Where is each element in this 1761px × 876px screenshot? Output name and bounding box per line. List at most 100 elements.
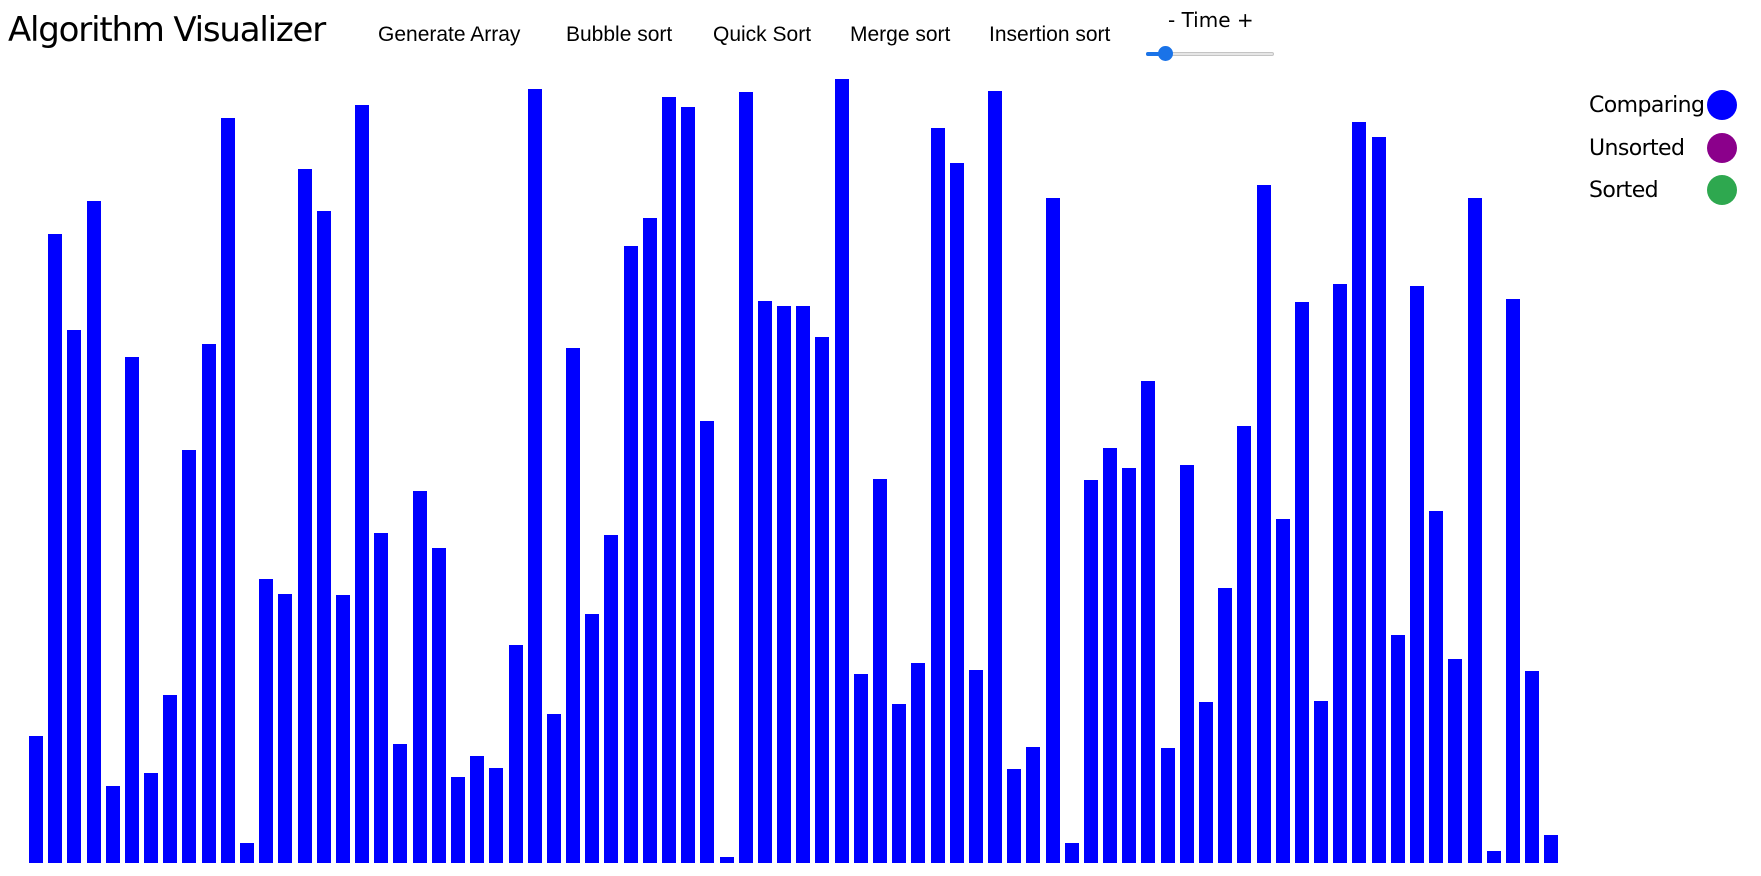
array-bar [470,756,485,863]
legend-comparing: Comparing [1589,90,1749,122]
quick-sort-button[interactable]: Quick Sort [713,20,811,50]
array-bar [930,128,945,863]
array-bar [1007,769,1022,863]
array-bar [1544,835,1559,863]
sorted-color-dot [1707,175,1737,205]
slider-thumb[interactable] [1158,46,1173,61]
array-bar [29,736,43,863]
array-bar [355,105,370,863]
array-bar [1045,198,1060,863]
array-bar [1352,122,1367,863]
array-bar [124,357,139,863]
array-bar [278,594,293,863]
array-bar [1218,588,1233,863]
array-bar [316,211,331,863]
array-bar [1294,302,1309,863]
array-bar [508,645,523,863]
unsorted-color-dot [1707,133,1737,163]
time-label: - Time + [1168,8,1254,32]
legend-sorted: Sorted [1589,175,1749,207]
array-bar [1390,635,1405,863]
array-bar [1448,659,1463,863]
array-bar [566,348,580,863]
array-bar [1141,381,1156,863]
array-bar [527,89,542,863]
array-bar [220,118,235,863]
array-bar [834,79,849,863]
array-bar [1505,299,1520,863]
bubble-sort-button[interactable]: Bubble sort [566,20,672,50]
comparing-color-dot [1707,90,1737,120]
array-bar [719,857,734,863]
array-bar [48,234,63,863]
array-bar [144,773,159,863]
array-bar [431,548,446,863]
array-bar [1122,468,1137,863]
slider-fill [1146,52,1165,56]
generate-array-button[interactable]: Generate Array [378,20,520,50]
array-bar [796,306,811,863]
array-bar [853,674,868,863]
array-bar [182,450,197,863]
array-bar [1160,748,1175,863]
array-bar [1333,284,1348,863]
array-bar [988,91,1002,863]
array-bar [1525,671,1539,863]
array-bar [738,92,753,863]
array-bar [757,301,772,863]
array-bar [1103,448,1118,863]
array-bar [1179,465,1194,863]
array-bar [1429,511,1444,863]
array-bar [201,344,216,863]
time-slider[interactable] [1146,46,1274,61]
legend-label-unsorted: Unsorted [1589,136,1685,161]
legend-unsorted: Unsorted [1589,133,1749,165]
array-bar [642,218,657,863]
legend-label-comparing: Comparing [1589,93,1705,118]
array-bar [546,714,561,863]
array-bar [297,169,312,863]
array-bar [1237,426,1252,863]
array-bar [451,777,465,863]
array-bar [163,695,178,863]
legend-label-sorted: Sorted [1589,178,1659,203]
array-bar [86,201,101,863]
array-bar [968,670,983,863]
array-bar [585,614,600,863]
array-bar [1371,137,1386,863]
array-bar [777,306,791,863]
array-bar [681,107,696,863]
array-bar [892,704,907,863]
array-bar [335,595,350,863]
array-bar [393,744,408,863]
array-bar [1083,480,1098,863]
array-bar [623,246,638,863]
array-bar [1026,747,1041,863]
array-bar [1314,701,1329,863]
array-bar [1486,851,1501,863]
array-bar [1256,185,1271,863]
array-bar [815,337,830,863]
array-bar [374,533,389,863]
array-bar [1199,702,1213,863]
array-bar [67,330,82,863]
array-bar [911,663,926,863]
insertion-sort-button[interactable]: Insertion sort [989,20,1110,50]
array-bar [489,768,504,863]
array-bar [240,843,254,863]
app-title: Algorithm Visualizer [8,10,326,50]
array-bar [105,786,120,863]
array-bar [1064,843,1079,863]
array-bar [872,479,887,863]
array-bar [949,163,964,863]
merge-sort-button[interactable]: Merge sort [850,20,950,50]
array-bar [604,535,619,863]
array-bar [1275,519,1290,863]
array-bar [412,491,427,863]
array-bar [1467,198,1482,863]
array-bar [661,97,676,863]
array-bar [700,421,715,863]
array-bar [1410,286,1424,863]
array-bar [259,579,274,863]
